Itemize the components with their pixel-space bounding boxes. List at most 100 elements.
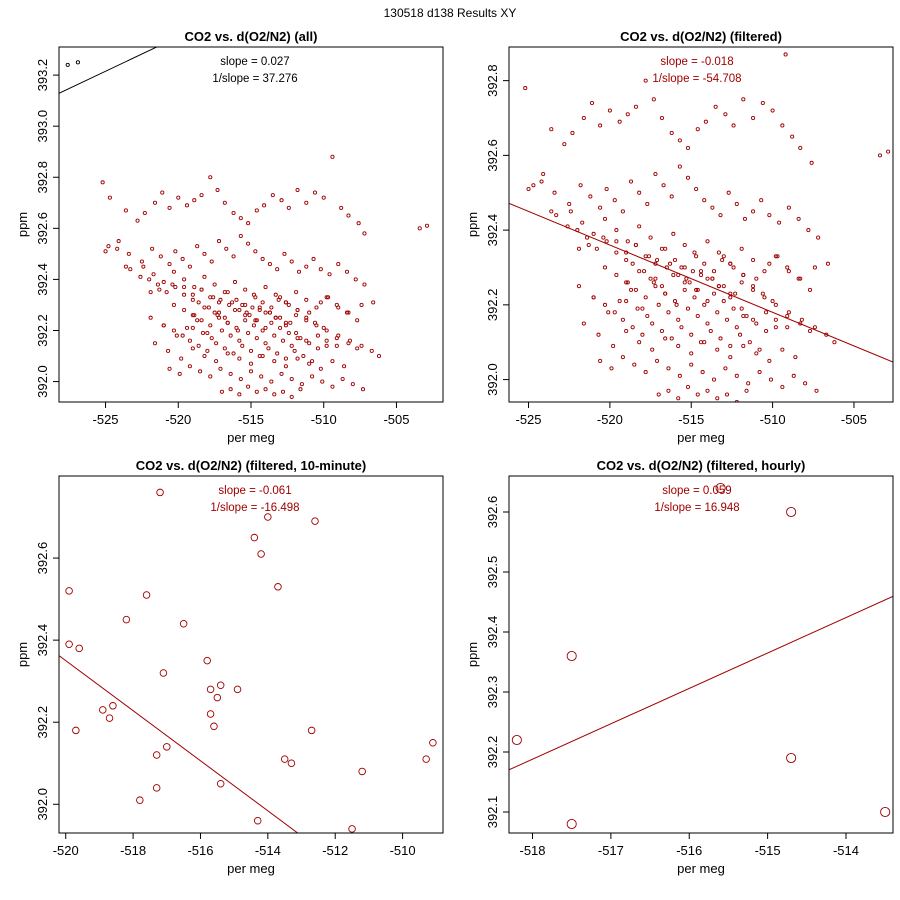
data-point [324, 328, 329, 333]
chart-panel-1: CO2 vs. d(O2/N2) (all) -525 -520 -515 -510 -5… [15, 29, 444, 445]
data-point [625, 112, 630, 117]
data-point [689, 362, 694, 367]
data-point [630, 261, 635, 266]
data-point [669, 194, 674, 199]
data-point [248, 361, 254, 366]
data-point [231, 351, 236, 356]
data-point [266, 346, 271, 351]
data-point [330, 359, 335, 364]
data-point [721, 299, 726, 304]
data-point [685, 385, 691, 390]
data-point [208, 323, 213, 328]
data-point [711, 269, 717, 274]
y-tick-label: 392.4 [35, 624, 50, 657]
data-point [785, 265, 790, 270]
data-point [767, 213, 772, 218]
y-tick-label: 392.2 [35, 706, 50, 739]
data-point [161, 323, 166, 328]
data-point [640, 332, 645, 337]
data-point [254, 208, 259, 213]
inverse-slope-annotation: 1/slope = -54.708 [652, 73, 741, 85]
data-point [283, 300, 288, 305]
data-point [705, 321, 710, 326]
data-point [664, 265, 669, 270]
data-point [751, 115, 756, 121]
data-point [651, 97, 656, 102]
data-point [677, 138, 682, 143]
data-point [105, 714, 114, 722]
data-point [602, 302, 608, 307]
data-point [362, 282, 367, 287]
y-tick-label: 392.0 [485, 363, 500, 396]
data-point [330, 384, 335, 389]
data-point [263, 387, 268, 392]
y-tick-label: 392.6 [485, 139, 500, 172]
data-point [139, 259, 144, 264]
data-point [793, 355, 798, 360]
data-point [676, 396, 681, 401]
data-point [280, 755, 289, 763]
data-point [246, 384, 251, 389]
data-point [206, 685, 215, 694]
y-tick-label: 392.4 [35, 263, 50, 296]
data-point [602, 265, 608, 270]
data-point [734, 325, 739, 330]
data-area [509, 52, 893, 402]
data-point [728, 355, 733, 360]
data-point [283, 320, 288, 325]
data-point [99, 706, 107, 714]
data-point [272, 392, 277, 397]
data-point [589, 101, 595, 106]
data-point [526, 186, 531, 192]
data-point [578, 183, 583, 188]
data-point [278, 295, 283, 300]
data-point [708, 328, 713, 334]
y-axis-label: ppm [465, 642, 480, 667]
data-point [100, 180, 105, 185]
data-point [628, 179, 634, 184]
data-point [142, 210, 147, 216]
data-point [663, 291, 668, 296]
data-point [728, 343, 733, 348]
data-point [650, 321, 655, 326]
data-point [728, 291, 733, 296]
data-point [786, 752, 797, 764]
data-point [228, 333, 233, 338]
data-point [225, 351, 230, 356]
data-point [786, 506, 797, 518]
y-tick-label: 392.6 [485, 496, 500, 529]
data-point [243, 302, 248, 307]
y-tick-label: 392.6 [35, 542, 50, 575]
data-point [173, 249, 178, 254]
data-point [786, 310, 791, 315]
x-tick-label: -515 [238, 412, 264, 427]
data-point [731, 123, 736, 128]
data-point [705, 299, 710, 304]
data-point [253, 249, 258, 254]
data-point [612, 198, 617, 203]
data-point [148, 290, 153, 295]
y-tick-label: 392.5 [485, 556, 500, 589]
data-point [216, 681, 225, 690]
data-point [620, 209, 625, 214]
y-tick-label: 393.2 [35, 59, 50, 92]
data-point [715, 347, 720, 352]
data-point [807, 287, 813, 292]
data-point [289, 259, 294, 264]
data-point [314, 305, 319, 310]
data-point [698, 269, 704, 274]
data-point [304, 338, 309, 343]
data-point [107, 195, 112, 200]
data-point [760, 101, 765, 106]
x-tick-label: -512 [322, 843, 348, 858]
data-point [334, 302, 339, 307]
data-point [575, 228, 580, 233]
data-point [222, 200, 227, 205]
data-point [254, 336, 259, 341]
data-point [653, 284, 658, 289]
data-point [768, 377, 774, 382]
data-point [216, 300, 222, 305]
data-point [238, 233, 243, 239]
data-point [318, 366, 323, 371]
